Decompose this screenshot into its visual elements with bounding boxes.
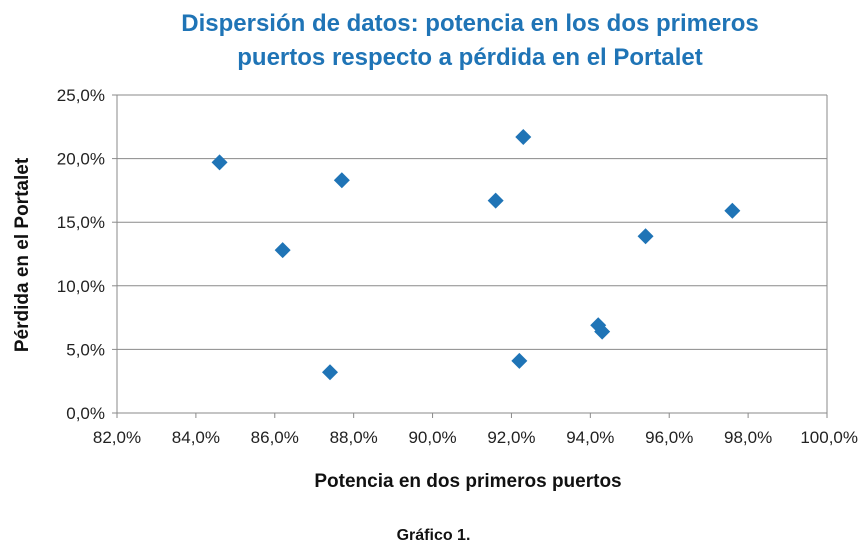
data-point	[637, 228, 654, 245]
data-point	[322, 364, 338, 381]
data-point	[515, 128, 532, 145]
data-point	[333, 172, 350, 189]
x-tick-label: 94,0%	[566, 428, 614, 447]
data-point	[724, 202, 741, 219]
data-points	[211, 128, 741, 381]
y-axis-title: Pérdida en el Portalet	[12, 157, 33, 352]
y-tick-label: 25,0%	[57, 86, 105, 105]
x-tick-label: 84,0%	[172, 428, 220, 447]
x-tick-label: 88,0%	[330, 428, 378, 447]
chart-title-line: Dispersión de datos: potencia en los dos…	[181, 10, 758, 37]
x-tick-label: 86,0%	[251, 428, 299, 447]
axes	[112, 94, 828, 418]
y-tick-label: 5,0%	[66, 340, 105, 359]
x-axis-title: Potencia en dos primeros puertos	[314, 471, 621, 492]
gridlines	[117, 94, 827, 350]
x-tick-label: 100,0%	[800, 428, 858, 447]
data-point	[274, 242, 291, 259]
x-tick-label: 96,0%	[645, 428, 693, 447]
x-tick-label: 92,0%	[487, 428, 535, 447]
x-tick-label: 90,0%	[408, 428, 456, 447]
chart-title: Dispersión de datos: potencia en los dos…	[181, 10, 758, 71]
y-tick-label: 15,0%	[57, 213, 105, 232]
y-tick-labels: 0,0% 5,0% 10,0% 15,0% 20,0% 25,0%	[57, 86, 105, 423]
x-tick-label: 98,0%	[724, 428, 772, 447]
data-point	[487, 192, 504, 209]
y-tick-label: 10,0%	[57, 277, 105, 296]
y-tick-label: 20,0%	[57, 150, 105, 169]
figure-caption: Gráfico 1.	[396, 527, 471, 544]
data-point	[594, 323, 611, 340]
x-tick-label: 82,0%	[93, 428, 141, 447]
y-tick-label: 0,0%	[66, 404, 105, 423]
x-tick-labels: 82,0% 84,0% 86,0% 88,0% 90,0% 92,0% 94,0% 96,0%…	[93, 428, 858, 447]
data-point	[211, 154, 228, 171]
data-point	[511, 352, 528, 369]
chart-title-line: puertos respecto a pérdida en el Portale…	[237, 44, 702, 71]
